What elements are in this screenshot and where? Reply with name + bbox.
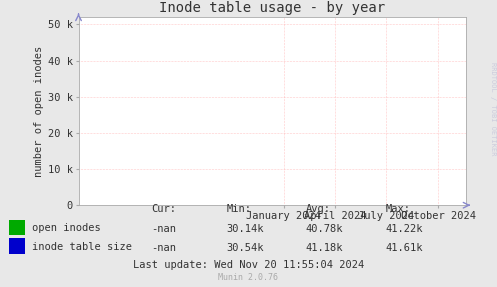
Text: Avg:: Avg: — [306, 204, 331, 214]
Text: 30.54k: 30.54k — [226, 243, 263, 253]
Title: Inode table usage - by year: Inode table usage - by year — [160, 1, 385, 15]
Text: 30.14k: 30.14k — [226, 224, 263, 234]
Text: RRDTOOL / TOBI OETIKER: RRDTOOL / TOBI OETIKER — [490, 62, 496, 156]
Text: Max:: Max: — [385, 204, 410, 214]
Text: -nan: -nan — [152, 243, 176, 253]
Text: Last update: Wed Nov 20 11:55:04 2024: Last update: Wed Nov 20 11:55:04 2024 — [133, 260, 364, 270]
Text: Min:: Min: — [226, 204, 251, 214]
Text: -nan: -nan — [152, 224, 176, 234]
Text: 40.78k: 40.78k — [306, 224, 343, 234]
Text: Munin 2.0.76: Munin 2.0.76 — [219, 273, 278, 282]
Text: 41.22k: 41.22k — [385, 224, 422, 234]
Text: 41.61k: 41.61k — [385, 243, 422, 253]
Y-axis label: number of open inodes: number of open inodes — [34, 46, 44, 177]
Text: Cur:: Cur: — [152, 204, 176, 214]
Text: 41.18k: 41.18k — [306, 243, 343, 253]
Text: inode table size: inode table size — [32, 242, 132, 252]
Text: open inodes: open inodes — [32, 223, 101, 233]
